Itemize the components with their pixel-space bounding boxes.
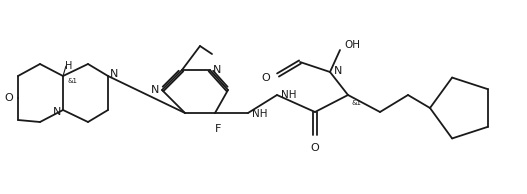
Text: &1: &1 xyxy=(68,78,78,84)
Text: O: O xyxy=(310,143,319,153)
Text: H: H xyxy=(65,61,72,71)
Text: N: N xyxy=(151,85,159,95)
Text: O: O xyxy=(261,73,270,83)
Text: N: N xyxy=(213,65,221,75)
Text: N: N xyxy=(110,69,119,79)
Text: OH: OH xyxy=(344,40,360,50)
Text: NH: NH xyxy=(281,90,297,100)
Text: O: O xyxy=(4,93,13,103)
Text: F: F xyxy=(215,124,221,134)
Text: NH: NH xyxy=(252,109,268,119)
Text: N: N xyxy=(53,107,61,117)
Text: &1: &1 xyxy=(352,100,362,106)
Text: N: N xyxy=(334,66,343,76)
